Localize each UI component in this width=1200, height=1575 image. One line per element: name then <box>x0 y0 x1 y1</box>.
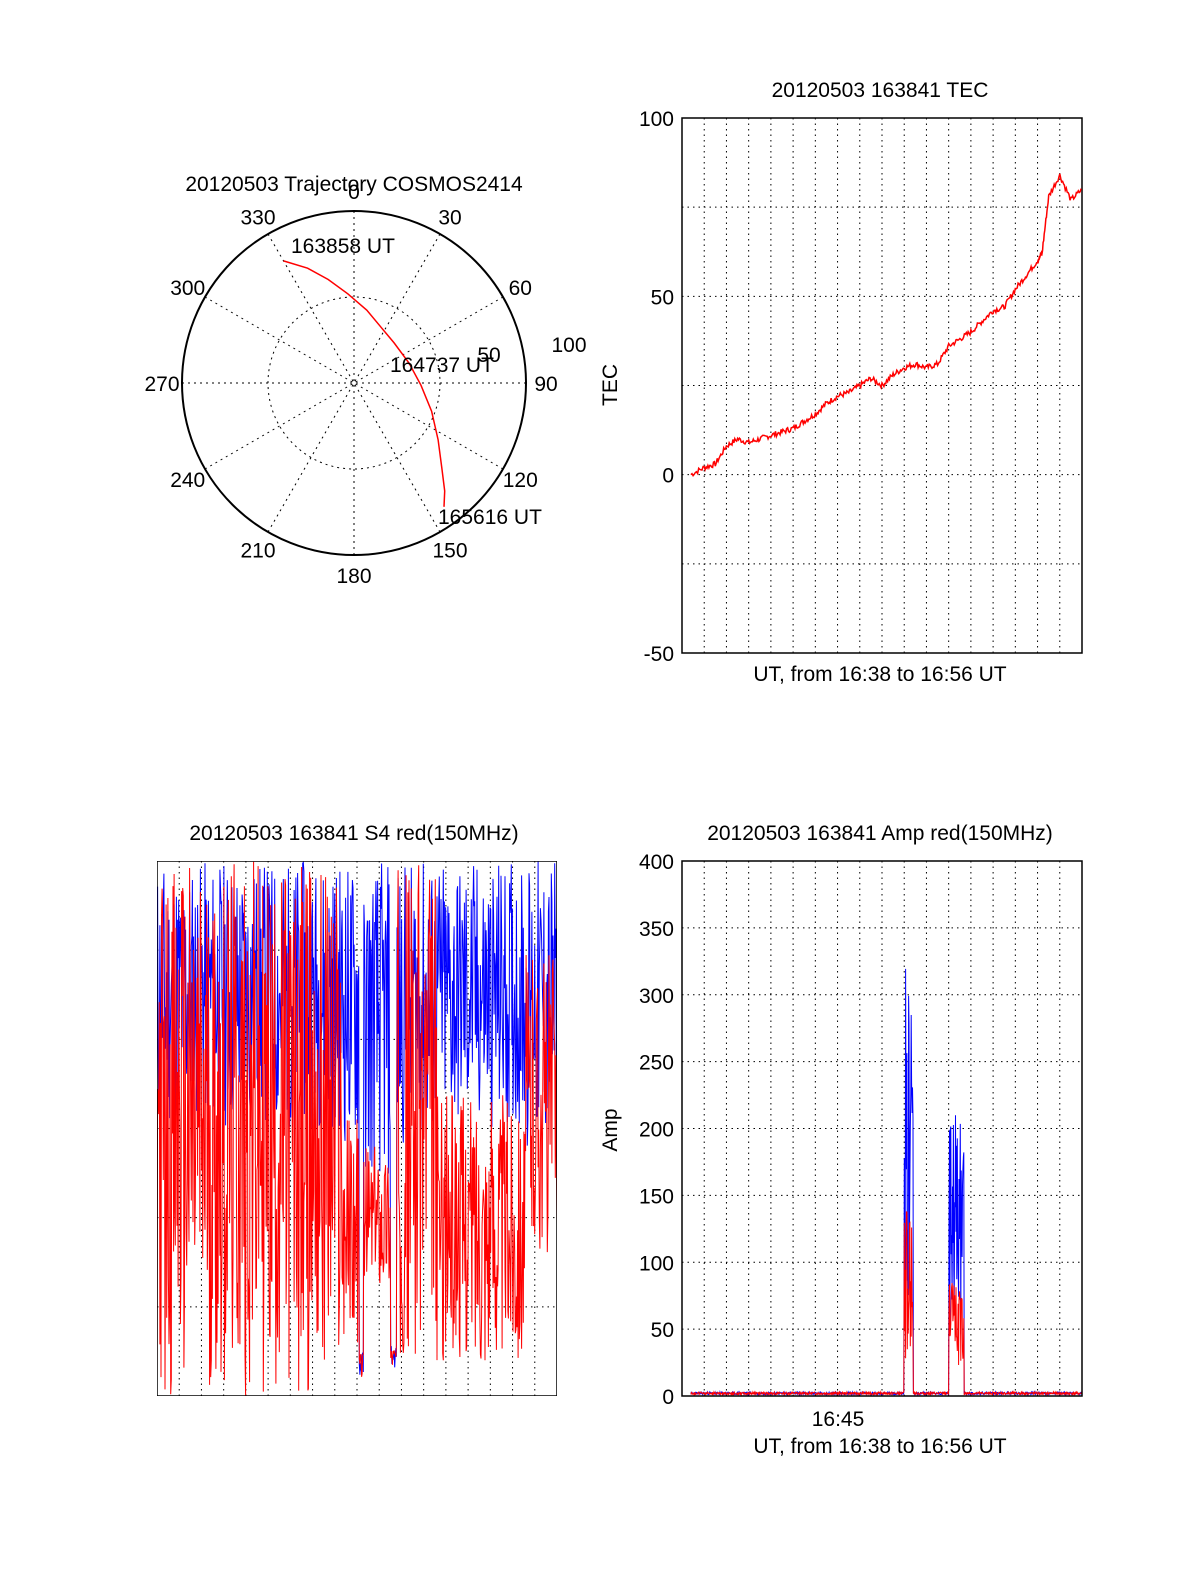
polar-angle-labels: 0 30 60 90 120 150 180 210 240 270 300 330 <box>144 181 557 588</box>
s4-series-red <box>157 861 557 1396</box>
amp-series-blue <box>690 968 1083 1397</box>
amp-y-label: Amp <box>599 1108 622 1151</box>
y-tick-label: 3 <box>137 851 149 874</box>
tec-plot-frame <box>681 117 1083 654</box>
y-tick-label: 100 <box>639 108 674 131</box>
polar-angle-label: 330 <box>240 207 275 230</box>
polar-grid <box>182 211 526 555</box>
amp-plot-frame <box>681 860 1083 1397</box>
trajectory-line <box>283 260 446 507</box>
s4-title: 20120503 163841 S4 red(150MHz) <box>189 822 518 845</box>
polar-angle-label: 120 <box>503 469 538 492</box>
y-tick-label: 1 <box>137 1208 149 1231</box>
s4-x-tick-1645: 16:45 <box>284 1408 337 1431</box>
y-tick-label: 250 <box>639 1052 674 1075</box>
polar-angle-label: 240 <box>170 469 205 492</box>
radius-label-50: 50 <box>477 344 500 367</box>
y-tick-label: 2 <box>137 1029 149 1052</box>
amp-x-tick-1645: 16:45 <box>812 1408 865 1431</box>
tec-x-label: UT, from 16:38 to 16:56 UT <box>753 663 1006 686</box>
tec-title: 20120503 163841 TEC <box>772 79 989 102</box>
tec-series-line <box>690 173 1082 478</box>
s4-y-label: S4 <box>80 1117 103 1143</box>
y-tick-label: 300 <box>639 985 674 1008</box>
tec-y-tick-labels: -50 0 50 100 <box>639 108 674 666</box>
y-tick-label: 0 <box>662 1386 674 1409</box>
y-tick-label: 2.5 <box>120 940 149 963</box>
amp-series-red <box>690 1211 1083 1397</box>
y-tick-label: 0.5 <box>120 1297 149 1320</box>
polar-angle-label: 0 <box>348 181 360 204</box>
trajectory-title: 20120503 Trajectory COSMOS2414 <box>185 173 523 196</box>
amp-title: 20120503 163841 Amp red(150MHz) <box>707 822 1053 845</box>
tec-y-label: TEC <box>599 364 622 406</box>
polar-angle-label: 270 <box>144 373 179 396</box>
trajectory-polar-chart: 20120503 Trajectory COSMOS2414 0 30 60 90 12… <box>144 173 586 588</box>
y-tick-label: 100 <box>639 1252 674 1275</box>
trajectory-start-label: 163858 UT <box>291 235 395 258</box>
amp-grid <box>682 861 1082 1396</box>
trajectory-mid-label: 164737 UT <box>390 354 494 377</box>
y-tick-label: 400 <box>639 851 674 874</box>
y-tick-label: 150 <box>639 1185 674 1208</box>
polar-angle-label: 300 <box>170 277 205 300</box>
tec-grid <box>682 118 1082 653</box>
polar-angle-label: 180 <box>336 565 371 588</box>
polar-angle-label: 30 <box>438 207 461 230</box>
y-tick-label: 0 <box>662 465 674 488</box>
radius-label-100: 100 <box>551 334 586 357</box>
polar-outer-ring <box>181 210 527 556</box>
amp-y-tick-labels: 0 50 100 150 200 250 300 350 400 <box>639 851 674 1409</box>
s4-y-tick-labels: 0 0.5 1 1.5 2 2.5 3 <box>120 851 149 1409</box>
polar-angle-label: 210 <box>240 539 275 562</box>
s4-x-label: UT, from 16:38 to 16:56 UT <box>227 1435 480 1458</box>
polar-angle-label: 90 <box>534 373 557 396</box>
y-tick-label: 0 <box>137 1386 149 1409</box>
y-tick-label: 350 <box>639 918 674 941</box>
y-tick-label: -50 <box>644 643 674 666</box>
amp-x-label: UT, from 16:38 to 16:56 UT <box>753 1435 1006 1458</box>
s4-chart: 20120503 163841 S4 red(150MHz) 0 0.5 1 1.5 2… <box>80 822 1083 1458</box>
y-tick-label: 200 <box>639 1119 674 1142</box>
y-tick-label: 50 <box>651 1319 674 1342</box>
amp-chart: 20120503 163841 Amp red(150MHz) 0 50 100 15… <box>599 822 1083 1458</box>
y-tick-label: 1.5 <box>120 1119 149 1142</box>
polar-angle-label: 60 <box>509 277 532 300</box>
polar-angle-label: 150 <box>432 539 467 562</box>
trajectory-end-label: 165616 UT <box>438 506 542 529</box>
tec-chart: 20120503 163841 TEC -50 0 50 100 TEC UT, fr… <box>599 79 1083 686</box>
y-tick-label: 50 <box>651 286 674 309</box>
